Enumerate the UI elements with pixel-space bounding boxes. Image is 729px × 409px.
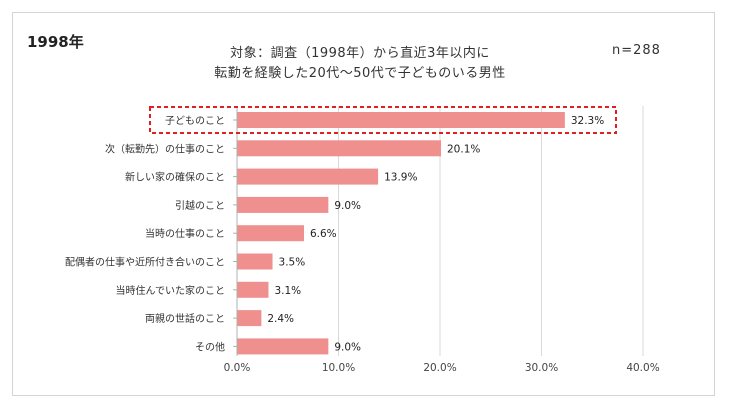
category-label: 子どものこと <box>165 115 225 127</box>
category-label: 引越のこと <box>175 199 225 212</box>
data-label: 32.3% <box>571 115 604 127</box>
category-label: 次（転勤先）の仕事のこと <box>105 142 225 155</box>
data-label: 6.6% <box>310 228 337 240</box>
data-label: 20.1% <box>447 143 480 155</box>
bar <box>237 140 442 157</box>
bar <box>237 310 262 327</box>
sample-size-label: n=288 <box>612 43 661 58</box>
data-label: 3.1% <box>274 285 301 297</box>
bar <box>237 168 379 185</box>
data-label: 9.0% <box>334 341 361 353</box>
category-label: その他 <box>195 340 225 353</box>
bar <box>237 253 273 270</box>
data-label: 3.5% <box>279 257 306 269</box>
category-label: 新しい家の確保のこと <box>125 171 225 184</box>
chart-frame <box>12 12 715 396</box>
category-label: 両親の世話のこと <box>145 312 225 325</box>
year-badge: 1998年 <box>27 33 84 51</box>
data-label: 13.9% <box>384 172 417 184</box>
category-label: 当時の仕事のこと <box>145 227 225 240</box>
x-tick-label: 0.0% <box>224 362 251 374</box>
highlight-box <box>149 106 617 134</box>
x-tick-label: 30.0% <box>525 362 558 374</box>
bar <box>237 196 329 213</box>
data-label: 2.4% <box>267 313 294 325</box>
x-tick-label: 10.0% <box>322 362 355 374</box>
data-label: 9.0% <box>334 200 361 212</box>
bar <box>237 112 565 128</box>
x-tick-label: 20.0% <box>423 362 456 374</box>
category-label: 当時住んでいた家のこと <box>116 284 226 297</box>
bar <box>237 338 329 355</box>
bar <box>237 281 269 298</box>
bar <box>237 225 304 242</box>
category-label: 配偶者の仕事や近所付き合いのこと <box>65 256 225 269</box>
x-tick-label: 40.0% <box>626 362 659 374</box>
chart-title-line-2: 転勤を経験した20代～50代で子どものいる男性 <box>214 66 506 81</box>
chart-title-line-1: 対象：調査（1998年）から直近3年以内に <box>230 46 490 61</box>
